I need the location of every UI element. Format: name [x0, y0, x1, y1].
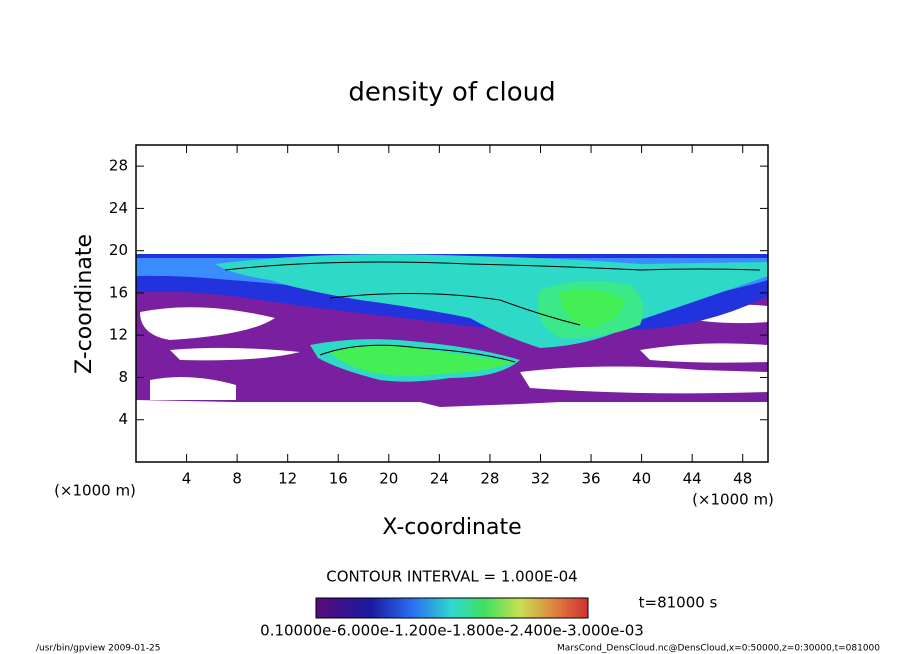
x-tick-label: 8 — [232, 470, 242, 488]
y-tick-label: 20 — [109, 241, 128, 259]
x-unit: (×1000 m) — [692, 491, 774, 509]
y-tick-label: 16 — [109, 283, 128, 301]
x-tick-label: 20 — [379, 470, 398, 488]
y-tick-label: 8 — [118, 368, 128, 386]
x-tick-label: 40 — [632, 470, 651, 488]
contour-field — [136, 254, 768, 407]
x-axis-title: X-coordinate — [382, 515, 521, 540]
x-tick-label: 24 — [430, 470, 449, 488]
footer-left: /usr/bin/gpview 2009-01-25 — [36, 644, 160, 654]
x-tick-label: 32 — [531, 470, 550, 488]
x-unit: (×1000 m) — [54, 482, 136, 500]
x-tick-label: 36 — [581, 470, 600, 488]
colorbar-label: 0.10000e-6.000e-1.200e-1.800e-2.400e-3.0… — [260, 622, 644, 640]
y-tick-label: 12 — [109, 326, 128, 344]
time-label: t=81000 s — [639, 594, 718, 612]
colorbar — [315, 597, 589, 619]
x-tick-label: 44 — [683, 470, 702, 488]
x-tick-label: 4 — [182, 470, 192, 488]
plot-frame — [135, 144, 769, 463]
x-tick-label: 12 — [278, 470, 297, 488]
y-tick-label: 24 — [109, 199, 128, 217]
x-tick-label: 28 — [480, 470, 499, 488]
contour-interval: CONTOUR INTERVAL = 1.000E-04 — [326, 568, 577, 586]
chart-title: density of cloud — [348, 78, 555, 108]
y-axis-title: Z-coordinate — [72, 234, 97, 374]
footer-right: MarsCond_DensCloud.nc@DensCloud,x=0:5000… — [557, 644, 880, 654]
x-tick-label: 48 — [733, 470, 752, 488]
y-tick-label: 4 — [118, 410, 128, 428]
x-tick-label: 16 — [329, 470, 348, 488]
y-tick-label: 28 — [109, 157, 128, 175]
